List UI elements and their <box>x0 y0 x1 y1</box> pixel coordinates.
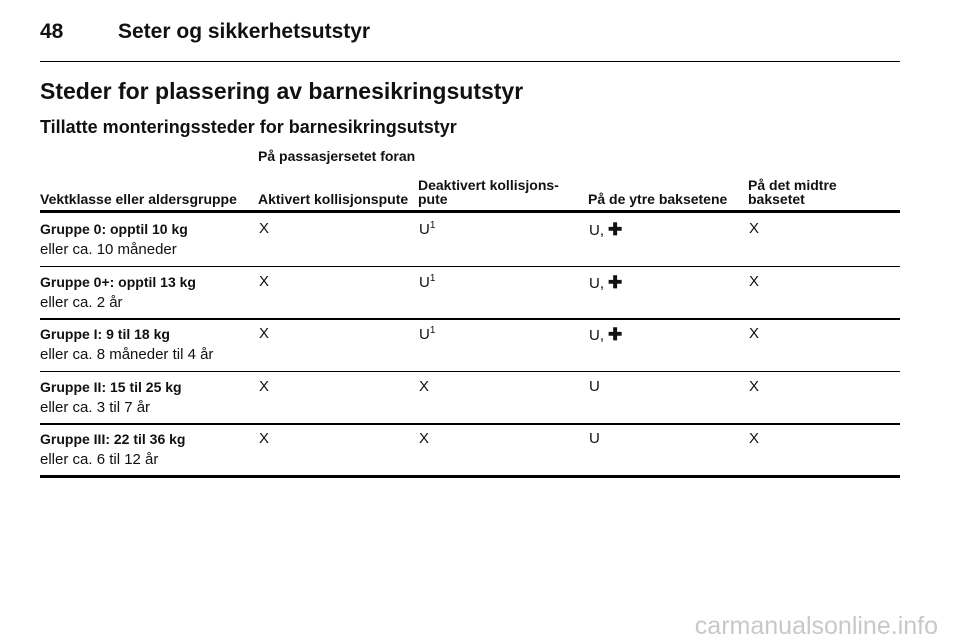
row-group: Gruppe 0+: opptil 13 kg <box>40 273 196 290</box>
cell-symbol: ✚ <box>608 272 623 292</box>
header-rule <box>40 210 900 213</box>
cell: U1 <box>419 325 435 343</box>
cell: X <box>749 220 759 237</box>
cell: X <box>749 378 759 395</box>
cell-symbol: ✚ <box>608 220 623 239</box>
row-rule <box>40 474 900 478</box>
cell: X <box>259 430 269 447</box>
row-age: eller ca. 2 år <box>40 293 123 311</box>
cell-text: U <box>589 430 600 447</box>
column-header: Aktivert kollisjonspute <box>258 191 409 207</box>
cell-text: X <box>259 377 270 395</box>
row-group: Gruppe I: 9 til 18 kg <box>40 326 170 342</box>
cell-text: U <box>419 273 430 291</box>
page-header-title: Seter og sikkerhetsutstyr <box>118 20 371 43</box>
row-age: eller ca. 10 måneder <box>40 241 177 258</box>
cell-text: X <box>259 430 270 447</box>
cell-symbol: ✚ <box>608 325 623 344</box>
cell-text: X <box>749 220 760 237</box>
cell: X <box>259 220 269 237</box>
cell-text: U, <box>589 327 604 344</box>
cell: U <box>589 430 600 447</box>
cell: X <box>259 273 269 290</box>
row-age: eller ca. 6 til 12 år <box>40 451 159 468</box>
cell-text: X <box>259 325 270 342</box>
cell-text: X <box>259 272 270 290</box>
column-header: På det midtre baksetet <box>748 177 837 207</box>
cell-text: U <box>419 221 430 238</box>
row-rule <box>40 318 900 320</box>
cell-text: X <box>749 430 760 447</box>
cell-text: U, <box>589 274 604 292</box>
cell: X <box>259 378 269 395</box>
cell: X <box>749 273 759 290</box>
row-group: Gruppe II: 15 til 25 kg <box>40 378 182 395</box>
row-group: Gruppe III: 22 til 36 kg <box>40 431 186 447</box>
cell: U1 <box>419 220 435 238</box>
row-rule <box>40 265 900 267</box>
cell-text: X <box>259 220 270 237</box>
cell-text: U <box>419 326 430 343</box>
cell: U1 <box>419 273 435 291</box>
row-rule <box>40 423 900 425</box>
header-rule <box>40 61 900 62</box>
footnote-ref: 1 <box>429 272 436 284</box>
row-rule <box>40 370 900 372</box>
cell: U, ✚ <box>589 273 622 293</box>
section-title: Steder for plassering av barnesikringsut… <box>40 78 524 104</box>
cell: U <box>589 378 600 395</box>
cell: X <box>749 325 759 342</box>
column-header: Deaktivert kollisjons- pute <box>418 177 559 207</box>
footnote-ref: 1 <box>429 220 436 231</box>
cell: X <box>419 378 429 395</box>
cell: U, ✚ <box>589 325 622 345</box>
subtitle: Tillatte monteringssteder for barnesikri… <box>40 117 457 137</box>
page-number: 48 <box>40 20 64 43</box>
cell-text: U, <box>589 222 604 239</box>
row-age: eller ca. 3 til 7 år <box>40 398 151 416</box>
cell: X <box>259 325 269 342</box>
cell-text: X <box>749 272 760 290</box>
cell: U, ✚ <box>589 220 622 240</box>
row-age: eller ca. 8 måneder til 4 år <box>40 346 214 363</box>
cell: X <box>419 430 429 447</box>
cell-text: X <box>749 377 760 395</box>
column-header: På de ytre baksetene <box>588 191 728 207</box>
cell-text: X <box>749 325 760 342</box>
cell-text: X <box>419 430 430 447</box>
column-header: Vektklasse eller aldersgruppe <box>40 191 237 207</box>
footnote-ref: 1 <box>429 325 436 336</box>
cell-text: U <box>589 377 600 395</box>
row-group: Gruppe 0: opptil 10 kg <box>40 221 188 237</box>
cell-text: X <box>419 377 430 395</box>
group-header: På passasjersetet foran <box>258 148 416 164</box>
watermark: carmanualsonline.info <box>694 612 938 640</box>
cell: X <box>749 430 759 447</box>
